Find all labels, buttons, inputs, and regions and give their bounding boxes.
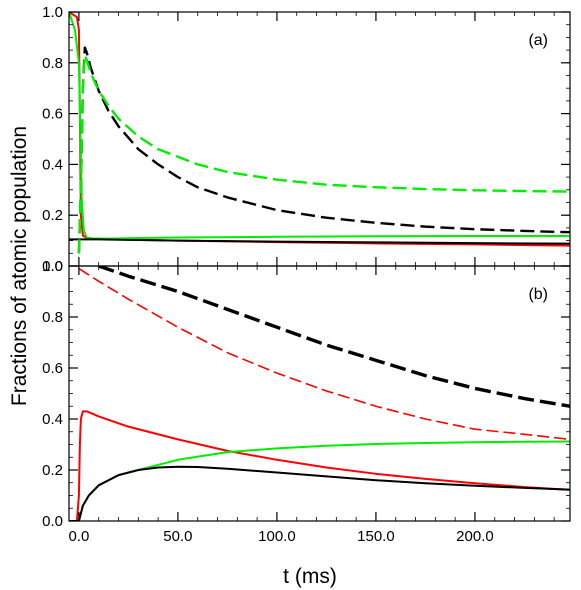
- panel-b: 0.00.20.40.60.81.00.0 50.0 100.0 150.0 200.0…: [42, 258, 571, 545]
- series-line-2: [78, 267, 570, 441]
- series-line-1: [98, 266, 570, 408]
- y-tick-label: 0.4: [42, 156, 63, 173]
- y-tick-label: 0.2: [42, 462, 63, 479]
- series-line-5: [77, 53, 570, 254]
- panel-label: (a): [528, 32, 548, 49]
- x-axis-title: t (ms): [283, 565, 337, 588]
- y-tick-label: 0.4: [42, 411, 63, 428]
- series-line-2: [69, 12, 570, 240]
- y-axis-title: Fractions of atomic population: [8, 126, 31, 406]
- x-tick-label: 100.0: [258, 528, 296, 545]
- x-tick-label: 200.0: [456, 528, 494, 545]
- series-group: [69, 12, 570, 254]
- y-tick-label: 0.0: [42, 258, 63, 275]
- series-line-3: [69, 410, 570, 521]
- y-tick-label: 0.6: [42, 106, 63, 123]
- y-tick-label: 0.2: [42, 207, 63, 224]
- series-line-1: [69, 12, 570, 247]
- plot-frame: [68, 265, 571, 522]
- y-tick-label: 0.8: [42, 55, 63, 72]
- series-group: [69, 266, 570, 521]
- series-line-4: [69, 440, 570, 521]
- x-tick-label: 50.0: [163, 528, 192, 545]
- y-tick-label: 1.0: [42, 258, 63, 275]
- x-tick-label: 0.0: [68, 528, 89, 545]
- y-tick-label: 0.6: [42, 360, 63, 377]
- series-line-4: [77, 46, 570, 254]
- panel-a: 0.0 0.2 0.4 0.6 0.8 1.0 (a): [42, 4, 571, 275]
- y-tick-label: 1.0: [42, 4, 63, 21]
- y-tick-label: 0.0: [42, 513, 63, 530]
- y-tick-label: 0.8: [42, 309, 63, 326]
- panel-label: (b): [528, 286, 548, 303]
- x-tick-label: 150.0: [357, 528, 395, 545]
- series-line-3: [69, 238, 570, 245]
- series-line-5: [69, 465, 570, 521]
